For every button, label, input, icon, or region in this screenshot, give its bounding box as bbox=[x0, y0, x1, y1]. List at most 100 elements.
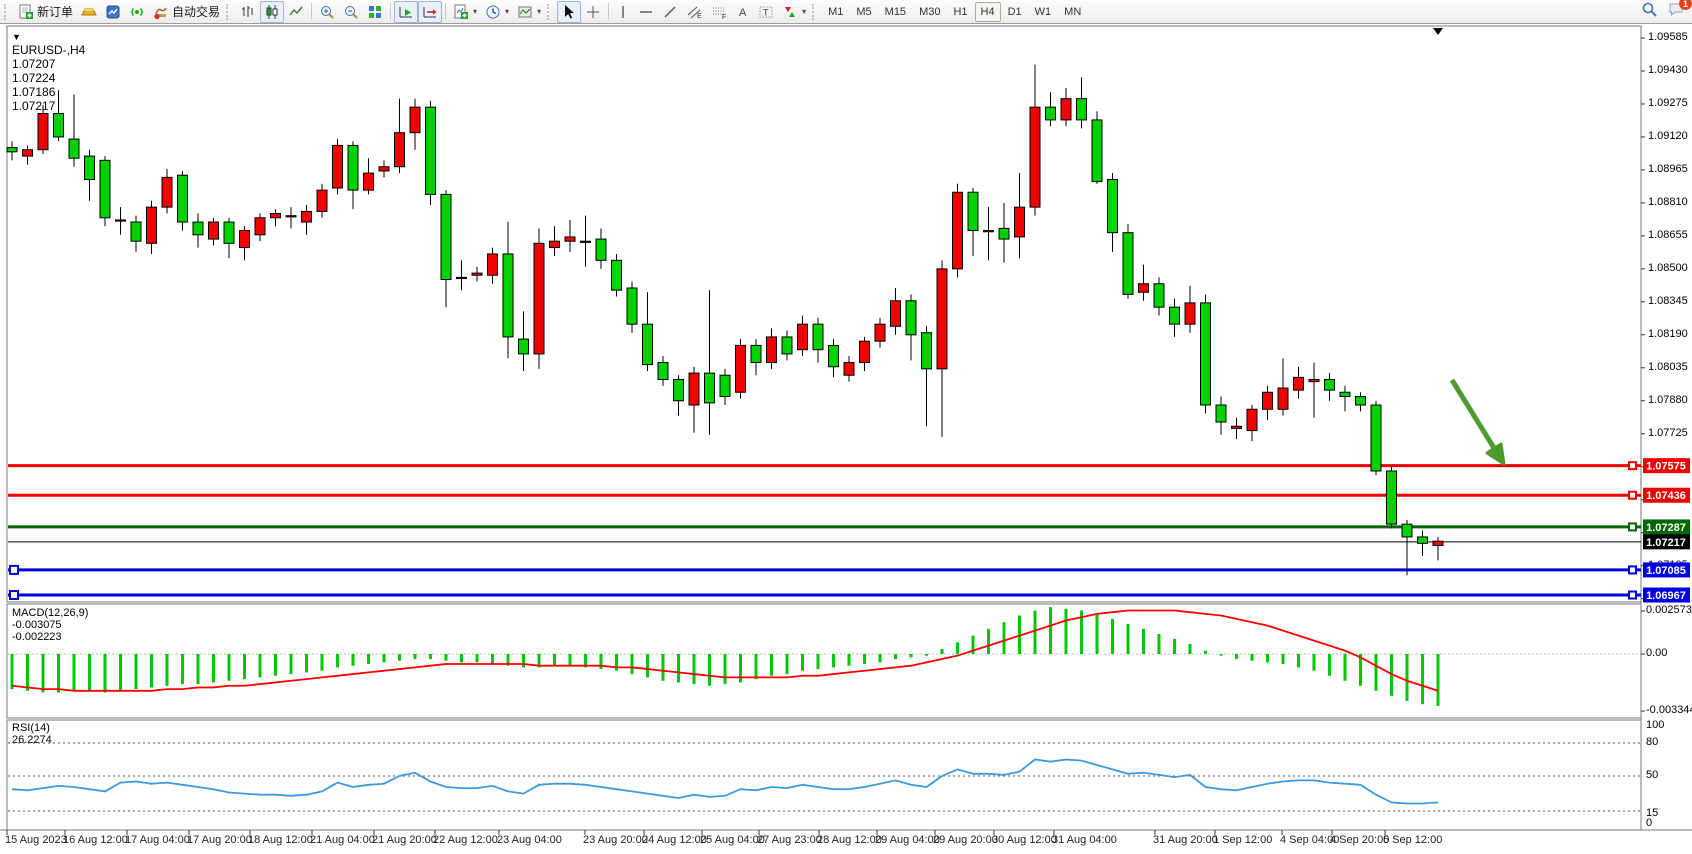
template-icon bbox=[517, 4, 533, 20]
tile-windows-button[interactable] bbox=[363, 1, 387, 23]
text-icon: A bbox=[736, 4, 750, 20]
toolbar-separator bbox=[608, 3, 610, 20]
crosshair-icon bbox=[585, 4, 601, 20]
annotation-arrow-head[interactable] bbox=[1485, 442, 1506, 466]
line-handle[interactable] bbox=[1628, 490, 1637, 500]
candle bbox=[1200, 302, 1211, 406]
line-handle[interactable] bbox=[9, 590, 19, 601]
candle bbox=[487, 253, 498, 276]
crosshair-button[interactable] bbox=[581, 1, 605, 23]
text-button[interactable]: A bbox=[732, 1, 754, 23]
candle bbox=[1246, 408, 1258, 432]
last-bar-marker bbox=[1433, 28, 1443, 35]
candle bbox=[1277, 387, 1289, 410]
candle bbox=[1355, 396, 1366, 406]
candle bbox=[1339, 391, 1351, 398]
price-tick-label: 1.08190 bbox=[1648, 327, 1688, 340]
autotrade-button[interactable]: 自动交易 bbox=[149, 1, 224, 23]
level-price-label: 1.06967 bbox=[1646, 590, 1686, 602]
candlestick-icon bbox=[264, 4, 280, 20]
time-axis-label: 16 Aug 12:00 bbox=[63, 834, 128, 846]
new-order-icon bbox=[18, 4, 34, 20]
tab-timeframe-d1[interactable]: D1 bbox=[1007, 5, 1022, 18]
chart-header: ▼ EURUSD-,H4 1.07207 1.07224 1.07186 1.0… bbox=[12, 29, 89, 113]
macd-label: MACD(12,26,9) -0.003075 -0.002223 bbox=[12, 607, 89, 643]
time-axis-label: 27 Aug 23:00 bbox=[757, 834, 822, 846]
trendline-button[interactable] bbox=[658, 1, 682, 23]
candle bbox=[1169, 306, 1180, 325]
line-handle[interactable] bbox=[1628, 590, 1637, 600]
templates-button[interactable]: ▾ bbox=[513, 1, 545, 23]
dropdown-caret-icon: ▾ bbox=[537, 7, 542, 16]
new-order-button[interactable]: 新订单 bbox=[14, 1, 77, 23]
line-handle[interactable] bbox=[1628, 522, 1637, 532]
candle bbox=[1138, 283, 1149, 293]
time-axis-label: 17 Aug 04:00 bbox=[125, 834, 190, 846]
annotation-arrow[interactable] bbox=[1449, 378, 1497, 450]
tab-timeframe-m5[interactable]: M5 bbox=[856, 5, 872, 18]
candle bbox=[580, 240, 591, 243]
fibonacci-button[interactable]: F bbox=[707, 1, 732, 23]
tab-timeframe-w1[interactable]: W1 bbox=[1034, 5, 1052, 18]
line-handle[interactable] bbox=[1628, 565, 1637, 575]
candle bbox=[177, 174, 188, 223]
time-axis-label: 29 Aug 20:00 bbox=[933, 834, 998, 846]
candle bbox=[1091, 119, 1103, 183]
horizontal-line-icon bbox=[638, 4, 654, 20]
price-tick-label: 1.09275 bbox=[1648, 96, 1688, 109]
level-price-box bbox=[1643, 534, 1690, 550]
chart-shift-button[interactable] bbox=[418, 0, 443, 23]
text-label-button[interactable]: T bbox=[754, 1, 778, 23]
market-watch-button[interactable] bbox=[101, 1, 125, 23]
time-axis-label: 18 Aug 12:00 bbox=[248, 834, 313, 846]
candle bbox=[1060, 98, 1072, 121]
shapes-button[interactable]: ▾ bbox=[778, 1, 810, 23]
arrows-icon bbox=[782, 4, 798, 20]
vertical-line-button[interactable] bbox=[612, 1, 634, 23]
rsi-panel-border bbox=[6, 719, 1642, 831]
zoom-in-button[interactable] bbox=[315, 1, 339, 23]
gold-button[interactable] bbox=[77, 1, 101, 23]
candle bbox=[1293, 376, 1304, 391]
cursor-button[interactable] bbox=[557, 0, 582, 23]
zoom-out-button[interactable] bbox=[339, 1, 363, 23]
rsi-line bbox=[11, 758, 1439, 805]
candle bbox=[239, 230, 250, 249]
dropdown-caret-icon: ▾ bbox=[505, 7, 510, 16]
line-handle[interactable] bbox=[1628, 461, 1637, 471]
level-price-label: 1.07085 bbox=[1646, 565, 1686, 577]
tile-windows-icon bbox=[367, 4, 383, 20]
candlestick-type-button[interactable] bbox=[260, 0, 285, 23]
auto-scroll-button[interactable] bbox=[394, 0, 419, 23]
candle bbox=[766, 336, 777, 363]
candle bbox=[53, 113, 64, 138]
candle bbox=[223, 221, 235, 244]
signals-button[interactable] bbox=[125, 1, 149, 23]
tab-timeframe-h1[interactable]: H1 bbox=[953, 5, 968, 18]
tab-timeframe-h4[interactable]: H4 bbox=[974, 1, 1001, 22]
notifications-button[interactable]: 1 bbox=[1668, 0, 1692, 23]
svg-text:E: E bbox=[697, 13, 702, 20]
line-chart-type-button[interactable] bbox=[284, 1, 308, 23]
candle bbox=[890, 300, 901, 327]
tab-timeframe-m30[interactable]: M30 bbox=[919, 5, 941, 18]
tab-timeframe-m1[interactable]: M1 bbox=[828, 5, 844, 18]
periods-button[interactable]: ▾ bbox=[481, 1, 513, 23]
time-axis-label: 23 Aug 04:00 bbox=[497, 834, 562, 846]
line-handle[interactable] bbox=[9, 564, 19, 575]
search-icon[interactable] bbox=[1641, 1, 1658, 23]
indicators-button[interactable]: ▾ bbox=[449, 1, 481, 23]
equidistant-channel-button[interactable]: E bbox=[682, 1, 707, 23]
candle bbox=[440, 193, 452, 280]
candle bbox=[363, 172, 374, 191]
bar-chart-type-button[interactable] bbox=[236, 1, 260, 23]
tab-timeframe-m15[interactable]: M15 bbox=[884, 5, 907, 18]
tab-timeframe-mn[interactable]: MN bbox=[1064, 5, 1082, 18]
symbol-dropdown-icon[interactable]: ▼ bbox=[12, 32, 21, 42]
candle bbox=[1045, 106, 1056, 121]
candle bbox=[1153, 283, 1165, 308]
candle bbox=[502, 253, 514, 338]
trendline-icon bbox=[662, 4, 678, 20]
candle bbox=[316, 189, 328, 212]
horizontal-line-button[interactable] bbox=[634, 1, 658, 23]
